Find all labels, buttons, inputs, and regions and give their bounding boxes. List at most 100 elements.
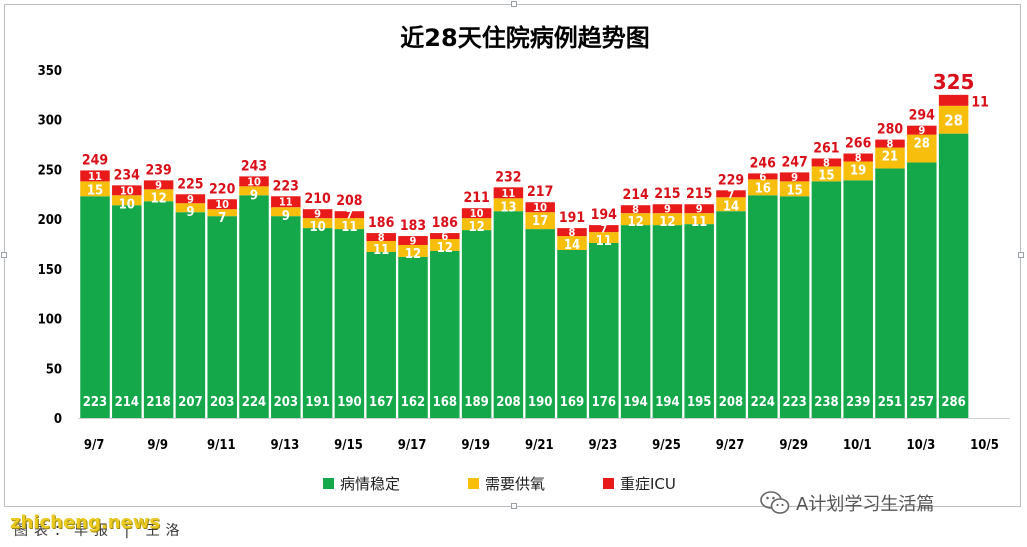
bar-segment-icu xyxy=(589,225,619,233)
data-label-icu: 8 xyxy=(632,203,639,216)
x-tick-label: 9/29 xyxy=(779,438,808,453)
bar-segment-oxygen xyxy=(80,181,110,197)
data-label-stable: 190 xyxy=(528,395,552,410)
data-label-stable: 208 xyxy=(719,395,743,410)
data-label-total: 186 xyxy=(368,215,395,231)
x-tick-label: 9/17 xyxy=(398,438,427,453)
bar-segment-stable xyxy=(843,180,873,418)
bar-segment-stable xyxy=(334,229,365,418)
x-tick-label: 9/19 xyxy=(461,438,490,453)
data-label-total: 217 xyxy=(527,184,553,200)
y-tick-label: 100 xyxy=(38,313,62,328)
bar-segment-stable xyxy=(493,211,524,418)
bar-segment-icu xyxy=(302,209,333,219)
resize-handle-right[interactable] xyxy=(1018,252,1024,258)
data-label-icu: 8 xyxy=(378,231,385,244)
bar-segment-icu xyxy=(843,153,873,162)
data-label-icu: 9 xyxy=(410,235,417,248)
bar-segment-stable xyxy=(620,225,651,418)
x-tick-label: 9/23 xyxy=(589,438,618,453)
x-tick-label: 9/11 xyxy=(207,438,236,453)
bar-segment-stable xyxy=(684,224,714,418)
y-tick-label: 300 xyxy=(38,114,62,129)
data-label-icu: 6 xyxy=(759,170,766,183)
bar-segment-oxygen xyxy=(334,218,365,230)
data-label-oxygen: 12 xyxy=(437,241,453,256)
bar-segment-icu xyxy=(112,185,142,196)
data-label-total: 261 xyxy=(813,140,839,156)
data-label-stable: 214 xyxy=(115,395,139,410)
bar-segment-stable xyxy=(175,212,206,418)
y-tick-label: 50 xyxy=(46,362,62,377)
data-label-icu: 10 xyxy=(247,175,261,188)
bar-segment-icu xyxy=(557,228,587,237)
bar-segment-icu xyxy=(525,202,555,213)
bar-segment-icu xyxy=(748,173,778,180)
x-tick-label: 10/1 xyxy=(843,438,872,453)
x-axis: 9/7 9/9 9/11 9/13 9/15 9/17 9/19 9/21 9/23 9/25 9/… xyxy=(78,418,1010,453)
bar-segment-oxygen xyxy=(175,203,206,213)
bar-segment-icu xyxy=(334,211,365,219)
bar-segment-oxygen xyxy=(207,209,237,217)
resize-handle-bottom[interactable] xyxy=(511,503,517,509)
resize-handle-left[interactable] xyxy=(1,252,7,258)
data-label-total: 186 xyxy=(432,215,459,231)
data-label-total: 325 xyxy=(933,70,975,94)
data-label-oxygen: 15 xyxy=(818,168,834,183)
data-label-oxygen: 9 xyxy=(282,209,290,224)
data-label-stable: 224 xyxy=(242,395,266,410)
bar-segment-stable xyxy=(779,196,810,418)
data-label-stable: 190 xyxy=(337,395,361,410)
data-label-icu: 7 xyxy=(346,209,353,222)
data-label-icu: 8 xyxy=(823,156,830,169)
data-label-stable: 224 xyxy=(751,395,775,410)
bar-segment-oxygen xyxy=(938,105,969,134)
bar-segment-oxygen xyxy=(907,134,937,163)
x-tick-label: 9/15 xyxy=(334,438,363,453)
bar-segment-oxygen xyxy=(493,198,524,212)
bar-segment-icu xyxy=(430,233,460,240)
data-label-stable: 195 xyxy=(687,395,711,410)
data-label-stable: 167 xyxy=(369,395,393,410)
watermark-right-text: A计划学习生活篇 xyxy=(796,494,935,515)
bar-segment-stable xyxy=(652,225,683,418)
legend-swatch xyxy=(603,478,614,489)
data-label-oxygen: 11 xyxy=(341,220,357,235)
bar-segment-stable xyxy=(748,195,778,418)
resize-handle-top[interactable] xyxy=(511,1,517,7)
data-label-oxygen: 9 xyxy=(186,205,194,220)
data-label-stable: 223 xyxy=(83,395,107,410)
data-label-oxygen: 16 xyxy=(755,181,771,196)
data-label-total: 234 xyxy=(114,167,141,183)
data-label-oxygen: 12 xyxy=(150,191,166,206)
bar-segment-stable xyxy=(143,201,174,418)
data-label-stable: 169 xyxy=(560,395,584,410)
y-tick-label: 350 xyxy=(38,64,62,79)
x-tick-label: 9/21 xyxy=(525,438,554,453)
bar-segment-oxygen xyxy=(748,179,778,196)
data-label-oxygen: 12 xyxy=(659,215,675,230)
bar-segment-stable xyxy=(366,251,396,418)
bar-segment-oxygen xyxy=(271,207,301,217)
data-label-total: 239 xyxy=(145,162,171,178)
data-label-total: 225 xyxy=(177,176,203,192)
bar-segment-oxygen xyxy=(525,212,555,230)
data-label-stable: 286 xyxy=(941,395,965,410)
bar-segment-oxygen xyxy=(779,181,810,197)
data-label-icu: 7 xyxy=(728,188,735,201)
data-label-icu: 9 xyxy=(918,124,925,137)
bar-segment-icu xyxy=(493,187,524,199)
data-label-total: 215 xyxy=(654,186,680,202)
data-label-total: 243 xyxy=(241,158,267,174)
data-label-total: 183 xyxy=(400,218,426,234)
bar-segment-oxygen xyxy=(239,186,269,196)
data-label-icu: 9 xyxy=(791,171,798,184)
data-label-total: 266 xyxy=(845,136,872,152)
data-label-icu: 8 xyxy=(855,151,862,164)
bar-segment-icu xyxy=(239,176,269,187)
y-tick-label: 250 xyxy=(38,163,62,178)
bar-segment-stable xyxy=(525,229,555,418)
bar-segment-oxygen xyxy=(652,213,683,226)
data-label-oxygen: 11 xyxy=(691,215,707,230)
data-label-icu: 6 xyxy=(441,230,448,243)
